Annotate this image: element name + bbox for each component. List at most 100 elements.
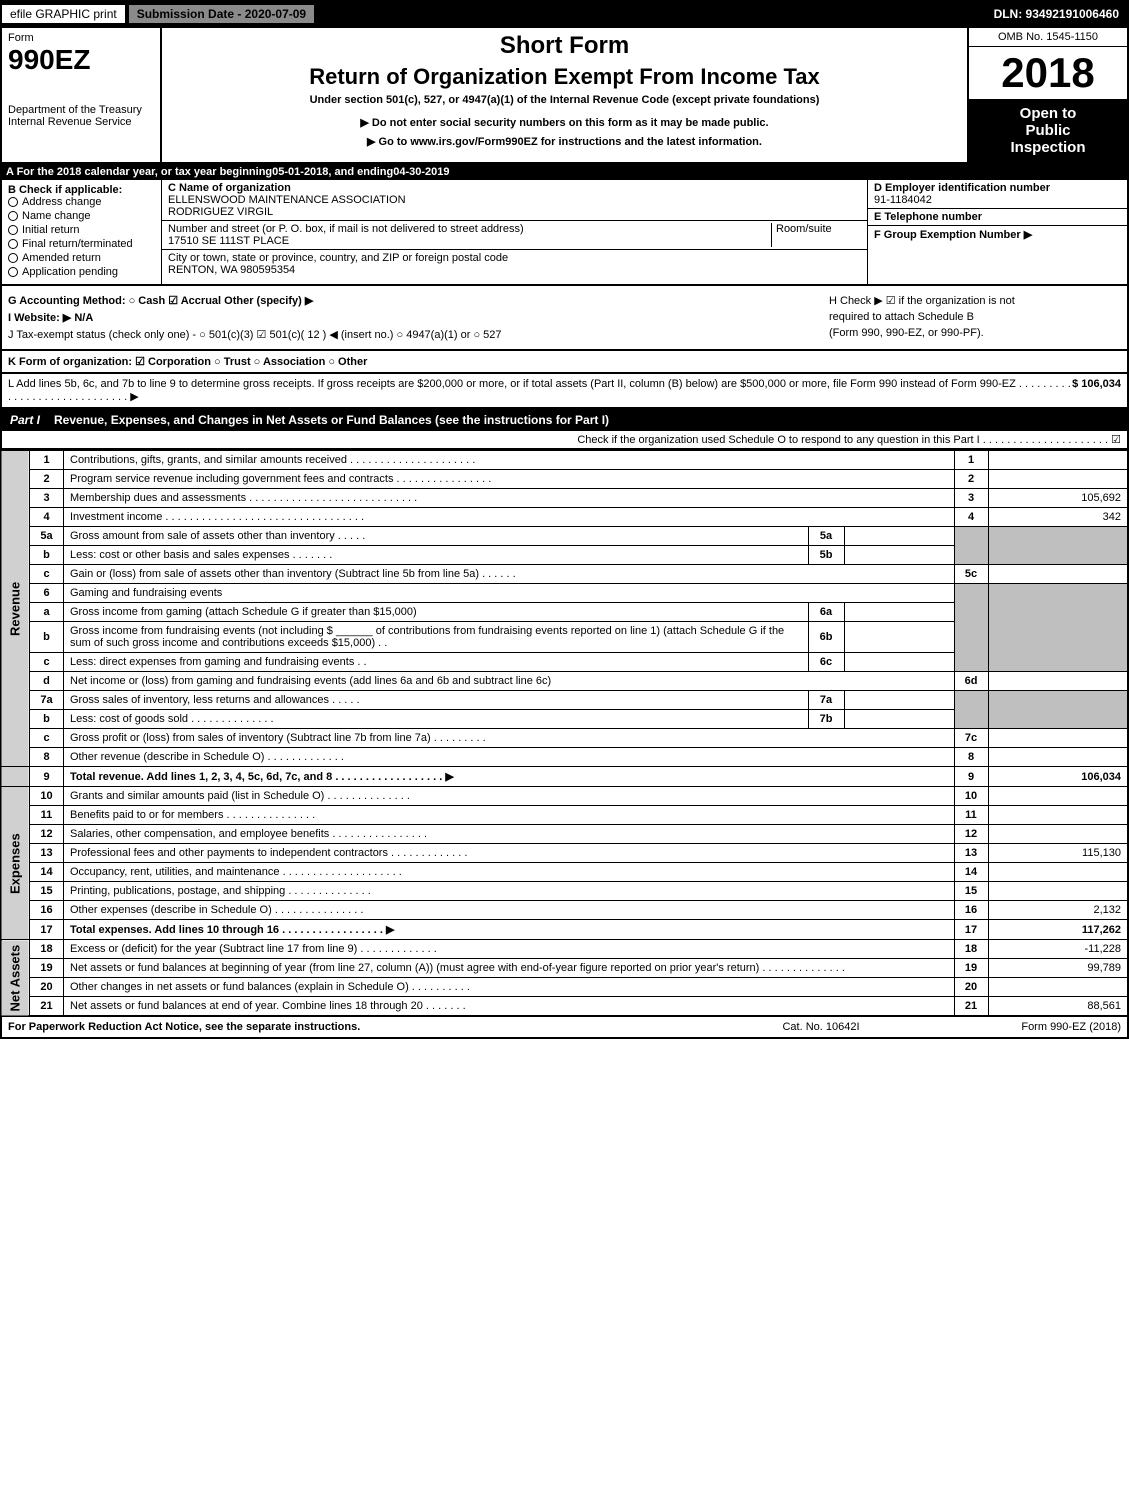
- row-l: L Add lines 5b, 6c, and 7b to line 9 to …: [0, 374, 1129, 409]
- line-desc: Investment income . . . . . . . . . . . …: [64, 508, 955, 527]
- line-num: c: [30, 565, 64, 584]
- group-exemption-block: F Group Exemption Number ▶: [868, 226, 1127, 243]
- line-desc: Less: cost of goods sold . . . . . . . .…: [64, 710, 809, 729]
- ghij-right: H Check ▶ ☑ if the organization is not r…: [821, 290, 1121, 345]
- label-group-exemption: F Group Exemption Number ▶: [874, 228, 1121, 241]
- mini-num: 7a: [808, 691, 844, 710]
- line-num: 19: [30, 959, 64, 978]
- title-main: Return of Organization Exempt From Incom…: [170, 64, 959, 90]
- row-a-mid: , and ending: [328, 166, 393, 178]
- line-desc: Contributions, gifts, grants, and simila…: [64, 451, 955, 470]
- label-org-name: C Name of organization: [168, 182, 861, 194]
- side-label-netassets: Net Assets: [1, 940, 30, 1017]
- right-num: 9: [954, 767, 988, 787]
- inspection-line2: Public: [973, 122, 1123, 139]
- line-j-tax-exempt: J Tax-exempt status (check only one) - ○…: [8, 328, 821, 341]
- mini-num: 6a: [808, 603, 844, 622]
- amount: [988, 806, 1128, 825]
- check-initial-return[interactable]: Initial return: [8, 224, 155, 236]
- table-row: Revenue 1 Contributions, gifts, grants, …: [1, 451, 1128, 470]
- amount: [988, 882, 1128, 901]
- submission-date-label: Submission Date - 2020-07-09: [127, 3, 316, 25]
- line-desc: Occupancy, rent, utilities, and maintena…: [64, 863, 955, 882]
- label-ein: D Employer identification number: [874, 182, 1121, 194]
- inspection-line1: Open to: [973, 105, 1123, 122]
- line-desc: Printing, publications, postage, and shi…: [64, 882, 955, 901]
- check-name-change[interactable]: Name change: [8, 210, 155, 222]
- amount: [988, 470, 1128, 489]
- mini-num: 7b: [808, 710, 844, 729]
- phone-block: E Telephone number: [868, 209, 1127, 226]
- line-num: 9: [30, 767, 64, 787]
- line-k: K Form of organization: ☑ Corporation ○ …: [8, 356, 367, 368]
- line-num: 8: [30, 748, 64, 767]
- hint-ssn: ▶ Do not enter social security numbers o…: [170, 116, 959, 129]
- inspection-line3: Inspection: [973, 139, 1123, 156]
- amount: 105,692: [988, 489, 1128, 508]
- check-label: Name change: [22, 210, 91, 222]
- check-address-change[interactable]: Address change: [8, 196, 155, 208]
- line-desc: Program service revenue including govern…: [64, 470, 955, 489]
- efile-print-label[interactable]: efile GRAPHIC print: [0, 3, 127, 25]
- label-street: Number and street (or P. O. box, if mail…: [168, 223, 771, 235]
- table-row: 21 Net assets or fund balances at end of…: [1, 997, 1128, 1017]
- right-num: 16: [954, 901, 988, 920]
- right-num: 3: [954, 489, 988, 508]
- line-num: 16: [30, 901, 64, 920]
- header-center: Short Form Return of Organization Exempt…: [162, 28, 967, 162]
- radio-icon: [8, 211, 18, 221]
- right-num: 1: [954, 451, 988, 470]
- header-right: OMB No. 1545-1150 2018 Open to Public In…: [967, 28, 1127, 162]
- amount: 2,132: [988, 901, 1128, 920]
- line-l-text: L Add lines 5b, 6c, and 7b to line 9 to …: [8, 378, 1072, 403]
- amount: 106,034: [988, 767, 1128, 787]
- right-num: 2: [954, 470, 988, 489]
- amount: -11,228: [988, 940, 1128, 959]
- part1-label: Part I: [0, 409, 50, 431]
- mini-val: [844, 546, 954, 565]
- line-num: b: [30, 710, 64, 729]
- row-k: K Form of organization: ☑ Corporation ○ …: [0, 351, 1129, 374]
- check-application-pending[interactable]: Application pending: [8, 266, 155, 278]
- row-a-begin: 05-01-2018: [272, 166, 328, 178]
- amount: 88,561: [988, 997, 1128, 1017]
- right-num: 19: [954, 959, 988, 978]
- footer-paperwork: For Paperwork Reduction Act Notice, see …: [8, 1021, 721, 1033]
- line-num: 13: [30, 844, 64, 863]
- inspection-box: Open to Public Inspection: [969, 99, 1127, 162]
- check-final-return[interactable]: Final return/terminated: [8, 238, 155, 250]
- right-num: 18: [954, 940, 988, 959]
- right-num: 15: [954, 882, 988, 901]
- check-label: Amended return: [22, 252, 101, 264]
- amount: [988, 748, 1128, 767]
- form-label: Form: [8, 32, 154, 44]
- mini-num: 6c: [808, 653, 844, 672]
- line-desc: Gross sales of inventory, less returns a…: [64, 691, 809, 710]
- right-num: 10: [954, 787, 988, 806]
- line-l-amount: $ 106,034: [1072, 378, 1121, 403]
- mini-val: [844, 653, 954, 672]
- radio-icon: [8, 197, 18, 207]
- table-row: c Gain or (loss) from sale of assets oth…: [1, 565, 1128, 584]
- table-row: 13 Professional fees and other payments …: [1, 844, 1128, 863]
- line-num: 4: [30, 508, 64, 527]
- line-desc: Membership dues and assessments . . . . …: [64, 489, 955, 508]
- part1-checkline: Check if the organization used Schedule …: [0, 431, 1129, 450]
- table-row: 4 Investment income . . . . . . . . . . …: [1, 508, 1128, 527]
- table-row: 2 Program service revenue including gove…: [1, 470, 1128, 489]
- line-num: 18: [30, 940, 64, 959]
- form-number: 990EZ: [8, 44, 154, 76]
- line-num: b: [30, 622, 64, 653]
- amount: [988, 565, 1128, 584]
- mini-val: [844, 603, 954, 622]
- table-row: d Net income or (loss) from gaming and f…: [1, 672, 1128, 691]
- side-label-expenses: Expenses: [1, 787, 30, 940]
- check-amended-return[interactable]: Amended return: [8, 252, 155, 264]
- dln-label: DLN: 93492191006460: [984, 5, 1129, 23]
- line-num: 6: [30, 584, 64, 603]
- org-name-block: C Name of organization ELLENSWOOD MAINTE…: [162, 180, 867, 221]
- section-ghij: G Accounting Method: ○ Cash ☑ Accrual Ot…: [0, 286, 1129, 351]
- radio-icon: [8, 225, 18, 235]
- amount: [988, 672, 1128, 691]
- line-num: b: [30, 546, 64, 565]
